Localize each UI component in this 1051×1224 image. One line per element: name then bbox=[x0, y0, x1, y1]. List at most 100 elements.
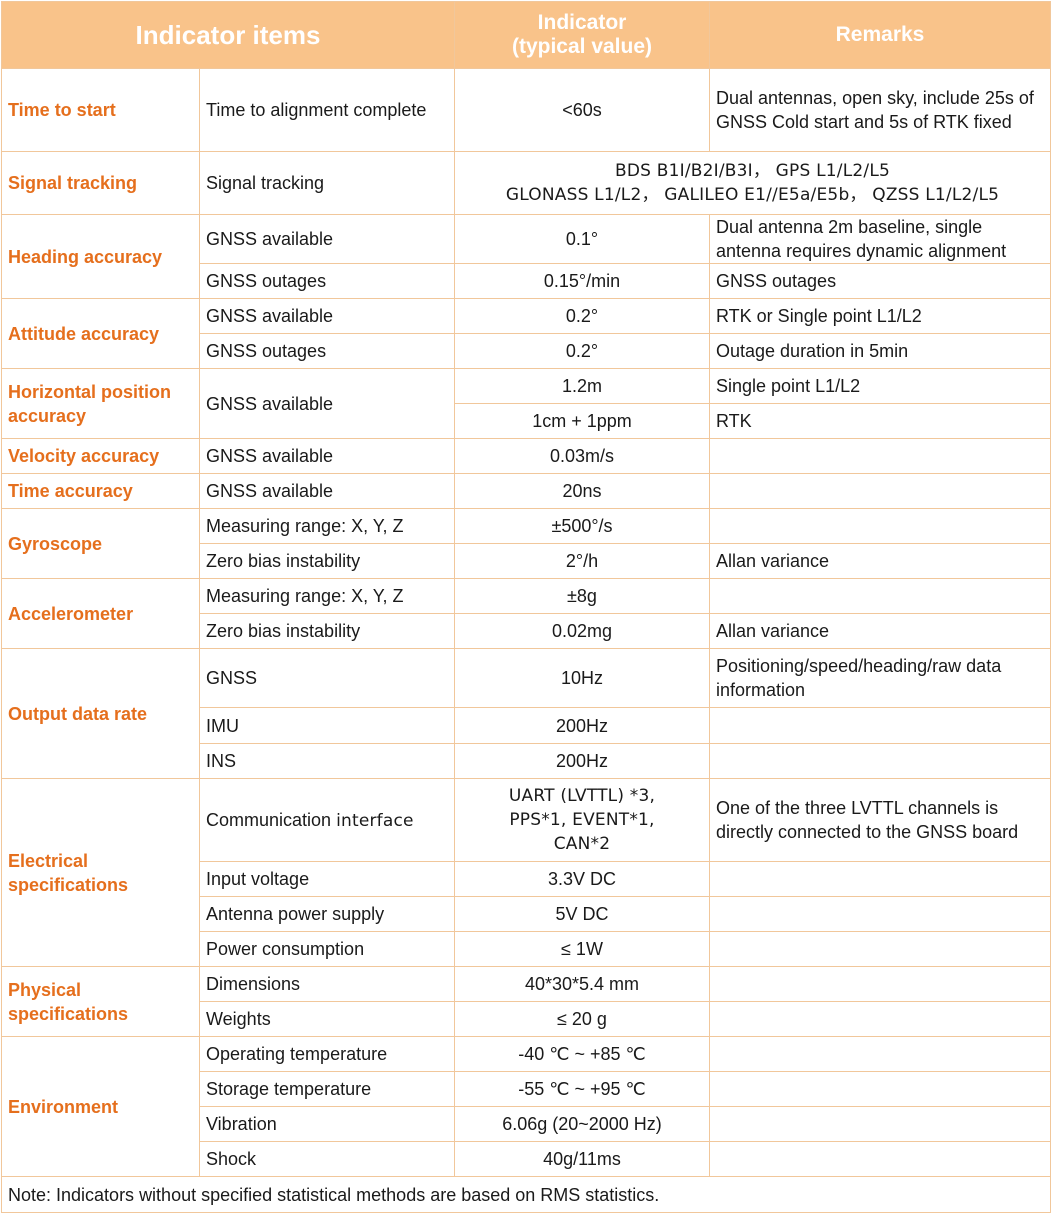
condition-cell: Dimensions bbox=[199, 966, 455, 1002]
condition-cell: GNSS outages bbox=[199, 333, 455, 369]
table-row: Zero bias instability 2°/h Allan varianc… bbox=[2, 543, 1051, 579]
remark-cell: Dual antenna 2m baseline, single antenna… bbox=[709, 214, 1051, 264]
category-heading-accuracy: Heading accuracy bbox=[1, 214, 200, 299]
table-row: Time to start Time to alignment complete… bbox=[1, 68, 1051, 152]
remark-cell bbox=[709, 896, 1051, 932]
signal-tracking-line2: GLONASS L1/L2， GALILEO E1//E5a/E5b， QZSS… bbox=[505, 185, 1000, 205]
condition-cell: Time to alignment complete bbox=[199, 68, 455, 152]
condition-cell: Power consumption bbox=[199, 931, 455, 967]
value-cell: ±8g bbox=[454, 578, 710, 614]
table-row: Attitude accuracy GNSS available 0.2° RT… bbox=[1, 298, 1051, 369]
value-cell: 40g/11ms bbox=[454, 1141, 710, 1177]
table-row: Shock 40g/11ms bbox=[2, 1141, 1051, 1177]
remark-cell bbox=[709, 473, 1051, 509]
value-cell: -40 ℃ ~ +85 ℃ bbox=[454, 1036, 710, 1072]
condition-cell: Signal tracking bbox=[199, 151, 455, 215]
remark-cell: RTK or Single point L1/L2 bbox=[709, 298, 1051, 334]
category-time-accuracy: Time accuracy bbox=[1, 473, 200, 509]
value-cell: 200Hz bbox=[454, 707, 710, 744]
condition-cell: Antenna power supply bbox=[199, 896, 455, 932]
table-row: Weights ≤ 20 g bbox=[2, 1001, 1051, 1037]
value-cell: 0.2° bbox=[454, 333, 710, 369]
category-signal-tracking: Signal tracking bbox=[1, 151, 200, 215]
remark-cell bbox=[709, 861, 1051, 897]
remark-cell bbox=[709, 1001, 1051, 1037]
condition-cell: GNSS available bbox=[199, 473, 455, 509]
value-cell: 40*30*5.4 mm bbox=[454, 966, 710, 1002]
remark-cell bbox=[709, 1071, 1051, 1107]
category-electrical-specifications: Electrical specifications bbox=[1, 778, 200, 967]
header-indicator-items: Indicator items bbox=[1, 1, 455, 69]
condition-cell: GNSS available bbox=[199, 438, 455, 474]
header-remarks: Remarks bbox=[709, 1, 1051, 69]
condition-cell: Measuring range: X, Y, Z bbox=[199, 508, 455, 544]
table-row: Storage temperature -55 ℃ ~ +95 ℃ bbox=[2, 1071, 1051, 1107]
comm-interface-line3: CAN*2 bbox=[553, 834, 611, 854]
condition-cell: INS bbox=[199, 743, 455, 779]
table-row: Velocity accuracy GNSS available 0.03m/s bbox=[1, 438, 1051, 474]
table-row: Output data rate GNSS 10Hz Positioning/s… bbox=[1, 648, 1051, 779]
condition-text-a: Communication bbox=[206, 809, 337, 830]
value-cell: 0.02mg bbox=[454, 613, 710, 649]
signal-tracking-value: BDS B1I/B2I/B3I， GPS L1/L2/L5 GLONASS L1… bbox=[454, 151, 1051, 215]
remark-cell bbox=[709, 707, 1051, 744]
header-indicator-line2: (typical value) bbox=[511, 35, 653, 58]
category-velocity-accuracy: Velocity accuracy bbox=[1, 438, 200, 474]
table-row: Physical specifications Dimensions 40*30… bbox=[1, 966, 1051, 1037]
table-row: GNSS outages 0.15°/min GNSS outages bbox=[2, 263, 1051, 299]
category-output-data-rate: Output data rate bbox=[1, 648, 200, 779]
condition-cell: Vibration bbox=[199, 1106, 455, 1142]
table-row: Accelerometer Measuring range: X, Y, Z ±… bbox=[1, 578, 1051, 649]
condition-cell: Operating temperature bbox=[199, 1036, 455, 1072]
value-cell: 0.15°/min bbox=[454, 263, 710, 299]
value-cell: ±500°/s bbox=[454, 508, 710, 544]
condition-cell: GNSS available bbox=[199, 214, 455, 264]
remark-cell: Single point L1/L2 bbox=[709, 368, 1051, 404]
table-row: INS 200Hz bbox=[2, 743, 1051, 779]
category-environment: Environment bbox=[1, 1036, 200, 1177]
value-cell: 0.1° bbox=[454, 214, 710, 264]
comm-interface-line2: PPS*1, EVENT*1, bbox=[509, 810, 655, 830]
remark-cell bbox=[709, 966, 1051, 1002]
condition-cell: Shock bbox=[199, 1141, 455, 1177]
value-cell: 5V DC bbox=[454, 896, 710, 932]
value-cell: 0.03m/s bbox=[454, 438, 710, 474]
remark-cell bbox=[709, 578, 1051, 614]
condition-cell: GNSS outages bbox=[199, 263, 455, 299]
category-horizontal-position-accuracy: Horizontal position accuracy bbox=[1, 368, 200, 439]
header-row: Indicator items Indicator (typical value… bbox=[1, 1, 1051, 69]
value-cell: <60s bbox=[454, 68, 710, 152]
remark-cell bbox=[709, 1106, 1051, 1142]
value-cell: -55 ℃ ~ +95 ℃ bbox=[454, 1071, 710, 1107]
value-cell: 10Hz bbox=[454, 648, 710, 708]
category-accelerometer: Accelerometer bbox=[1, 578, 200, 649]
table-row: Zero bias instability 0.02mg Allan varia… bbox=[2, 613, 1051, 649]
footnote: Note: Indicators without specified stati… bbox=[1, 1176, 1051, 1213]
remark-cell: GNSS outages bbox=[709, 263, 1051, 299]
table-row: Horizontal position accuracy GNSS availa… bbox=[1, 368, 1051, 439]
condition-cell: Storage temperature bbox=[199, 1071, 455, 1107]
condition-cell: Zero bias instability bbox=[199, 613, 455, 649]
condition-text-b: interface bbox=[336, 810, 414, 831]
remark-cell bbox=[709, 931, 1051, 967]
table-row: Heading accuracy GNSS available 0.1° Dua… bbox=[1, 214, 1051, 299]
condition-cell: GNSS available bbox=[199, 298, 455, 334]
condition-cell: GNSS bbox=[199, 648, 455, 708]
remark-cell bbox=[709, 508, 1051, 544]
condition-cell: Measuring range: X, Y, Z bbox=[199, 578, 455, 614]
remark-cell bbox=[709, 438, 1051, 474]
table-row: Environment Operating temperature -40 ℃ … bbox=[1, 1036, 1051, 1177]
value-cell: 2°/h bbox=[454, 543, 710, 579]
header-indicator-line1: Indicator bbox=[537, 11, 627, 34]
remark-cell: Allan variance bbox=[709, 613, 1051, 649]
condition-cell: Weights bbox=[199, 1001, 455, 1037]
value-cell: UART (LVTTL) *3, PPS*1, EVENT*1, CAN*2 bbox=[454, 778, 710, 862]
remark-cell: Allan variance bbox=[709, 543, 1051, 579]
table-row: Electrical specifications Communication … bbox=[1, 778, 1051, 967]
condition-cell: Communication interface bbox=[199, 778, 455, 862]
value-cell: 1.2m bbox=[454, 368, 710, 404]
value-cell: 20ns bbox=[454, 473, 710, 509]
header-indicator-typical: Indicator (typical value) bbox=[454, 1, 710, 69]
value-cell: 200Hz bbox=[454, 743, 710, 779]
remark-cell bbox=[709, 1141, 1051, 1177]
